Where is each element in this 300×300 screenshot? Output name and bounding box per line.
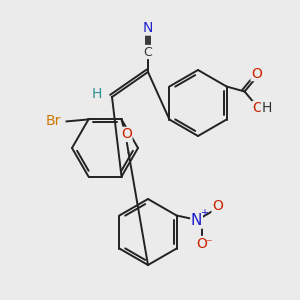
Text: C: C <box>144 46 152 59</box>
Text: O: O <box>196 236 207 250</box>
Text: ⁻: ⁻ <box>205 237 212 250</box>
Text: +: + <box>200 208 208 218</box>
Text: N: N <box>143 21 153 35</box>
Text: O: O <box>212 200 223 214</box>
Text: H: H <box>92 87 102 101</box>
Text: O: O <box>251 67 262 80</box>
Text: O: O <box>252 101 263 116</box>
Text: N: N <box>191 213 202 228</box>
Text: H: H <box>261 101 272 116</box>
Text: Br: Br <box>46 114 61 128</box>
Text: O: O <box>121 128 132 141</box>
